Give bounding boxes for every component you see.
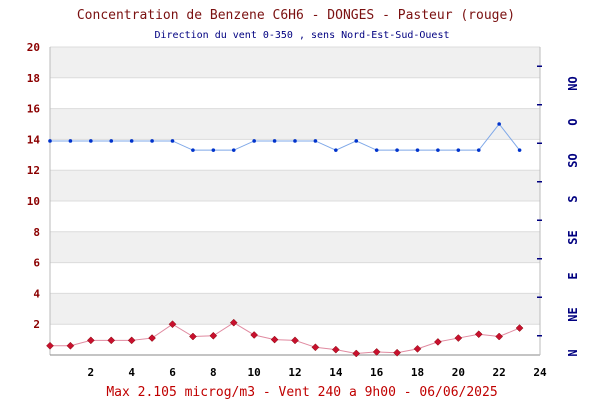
chart-title: Concentration de Benzene C6H6 - DONGES -…	[77, 8, 515, 23]
data-point	[109, 139, 114, 143]
data-point	[270, 335, 279, 344]
data-point	[48, 139, 52, 143]
data-point	[107, 336, 116, 345]
x-tick-label: 24	[533, 366, 547, 379]
wind-direction-label: SE	[566, 230, 580, 244]
data-point	[515, 324, 524, 332]
chart-subtitle: Direction du vent 0-350 , sens Nord-Est-…	[154, 30, 449, 41]
grid-band	[50, 47, 540, 78]
y-tick-label: 14	[27, 133, 41, 146]
grid-band	[50, 77, 540, 109]
wind-direction-label: E	[566, 272, 580, 279]
series-line	[50, 123, 520, 151]
data-point	[46, 341, 54, 350]
grid-band	[50, 139, 540, 171]
data-point	[413, 344, 422, 353]
data-point	[313, 139, 318, 143]
data-point	[352, 349, 361, 358]
data-point	[127, 336, 136, 345]
x-tick-label: 16	[370, 366, 384, 379]
wind-direction-label: S	[566, 195, 580, 202]
data-point	[66, 341, 75, 350]
data-point	[354, 139, 359, 143]
data-point	[497, 122, 501, 126]
x-tick-label: 4	[128, 366, 135, 379]
data-point	[454, 334, 463, 342]
data-point	[495, 332, 504, 341]
y-tick-label: 16	[27, 103, 41, 116]
y-tick-label: 20	[27, 41, 40, 54]
x-tick-label: 20	[452, 366, 465, 379]
data-point	[291, 336, 299, 345]
data-point	[395, 148, 399, 152]
data-point	[415, 148, 420, 152]
grid-band	[50, 108, 540, 140]
x-tick-label: 12	[288, 366, 301, 379]
wind-direction-label: O	[566, 118, 580, 125]
grid-band	[50, 293, 540, 325]
data-point	[252, 139, 256, 143]
data-point	[209, 331, 218, 340]
data-point	[150, 139, 154, 143]
data-point	[168, 320, 177, 329]
grid-band	[50, 201, 540, 232]
data-point	[191, 148, 195, 152]
grid-band	[50, 262, 540, 294]
grid-band	[50, 170, 540, 201]
data-point	[68, 139, 73, 143]
grid-bands	[50, 46, 540, 355]
y-tick-label: 6	[33, 257, 40, 270]
data-point	[517, 148, 522, 152]
wind-direction-label: NE	[566, 307, 580, 321]
x-tick-label: 22	[493, 366, 506, 379]
axes	[49, 47, 542, 356]
wind-direction-label: NO	[566, 76, 580, 90]
y-tick-label: 4	[33, 287, 40, 300]
data-point	[129, 139, 134, 143]
data-point	[148, 334, 156, 342]
x-tick-label: 6	[169, 366, 176, 379]
x-tick-label: 10	[248, 366, 261, 379]
x-tick-label: 2	[88, 366, 95, 379]
data-point	[434, 338, 442, 346]
wind-direction-label: N	[566, 349, 580, 356]
data-point	[250, 331, 259, 339]
data-point	[211, 148, 216, 152]
x-tick-label: 14	[329, 366, 343, 379]
x-tick-label: 18	[411, 366, 424, 379]
data-point	[436, 148, 440, 152]
series-layer	[46, 122, 524, 358]
data-point	[334, 148, 338, 152]
y-tick-label: 10	[27, 195, 40, 208]
y-tick-label: 8	[33, 226, 40, 239]
data-point	[229, 318, 238, 327]
data-point	[456, 148, 461, 152]
data-point	[170, 139, 175, 143]
data-point	[89, 139, 93, 143]
data-point	[311, 343, 320, 352]
data-point	[293, 139, 297, 143]
data-point	[393, 348, 401, 357]
data-point	[476, 148, 481, 152]
data-point	[86, 336, 95, 345]
data-point	[331, 345, 340, 354]
data-point	[372, 348, 381, 356]
y-tick-label: 2	[33, 318, 40, 331]
grid-band	[50, 231, 540, 263]
x-tick-label: 8	[210, 366, 217, 379]
data-point	[231, 148, 236, 152]
wind-direction-label: SO	[566, 153, 580, 167]
data-point	[474, 330, 483, 339]
y-tick-label: 18	[27, 72, 40, 85]
data-point	[272, 139, 277, 143]
y-tick-label: 12	[27, 164, 40, 177]
data-point	[374, 148, 379, 152]
chart-footer: Max 2.105 microg/m3 - Vent 240 a 9h00 - …	[106, 385, 497, 400]
data-point	[189, 332, 197, 341]
